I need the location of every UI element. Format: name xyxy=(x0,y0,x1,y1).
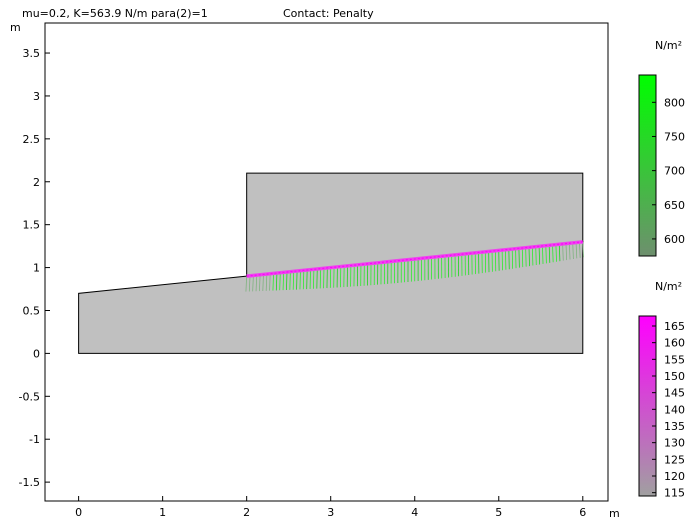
colorbar-tick-label: 165 xyxy=(664,320,685,333)
y-tick-label: 1 xyxy=(33,262,40,275)
colorbar-tick-label: 115 xyxy=(664,487,685,500)
plot-frame xyxy=(44,22,609,502)
pressure-arrow xyxy=(282,272,285,291)
colorbar-green: N/m² 800 750 700 650 600 xyxy=(638,39,685,257)
pressure-arrow xyxy=(269,273,271,291)
colorbar-tick-label: 600 xyxy=(664,233,685,246)
x-tick-label: 2 xyxy=(243,506,250,519)
colorbar-ramp xyxy=(638,315,657,497)
pressure-arrow xyxy=(259,274,261,292)
x-tick-label: 1 xyxy=(159,506,166,519)
pressure-arrow xyxy=(582,241,584,258)
y-tick-label: 3.5 xyxy=(23,47,41,60)
pressure-arrow xyxy=(248,275,251,292)
pressure-arrow xyxy=(545,245,547,264)
y-tick-label: 1.5 xyxy=(23,219,41,232)
pressure-arrow xyxy=(565,243,568,261)
pressure-arrow xyxy=(548,245,551,263)
y-tick-label: 3 xyxy=(33,90,40,103)
pressure-arrow xyxy=(528,247,530,267)
pressure-arrow xyxy=(531,246,534,266)
pressure-arrow xyxy=(542,245,544,264)
y-tick-label: 2.5 xyxy=(23,133,41,146)
contact-boundary-dashes xyxy=(246,241,583,277)
pressure-arrow xyxy=(252,275,254,292)
pressure-arrow xyxy=(535,246,537,266)
colorbar-tick-label: 160 xyxy=(664,337,685,350)
colorbar-tick-label: 135 xyxy=(664,420,685,433)
colorbar-magenta-unit: N/m² xyxy=(655,280,682,293)
x-tick-label: 0 xyxy=(75,506,82,519)
pressure-arrow xyxy=(568,243,571,260)
colorbar-tick-label: 750 xyxy=(664,130,685,143)
colorbar-tick-label: 650 xyxy=(664,199,685,212)
pressure-arrow xyxy=(575,242,578,259)
pressure-arrow xyxy=(275,273,278,291)
colorbar-tick-label: 145 xyxy=(664,387,685,400)
x-tick-label: 4 xyxy=(411,506,418,519)
y-tick-label: -1 xyxy=(29,433,40,446)
colorbar-tick-label: 130 xyxy=(664,437,685,450)
y-unit-label: m xyxy=(10,21,21,34)
y-tick-label: 0.5 xyxy=(23,304,41,317)
pressure-arrow xyxy=(262,274,264,291)
x-tick-label: 3 xyxy=(327,506,334,519)
pressure-arrow xyxy=(245,276,248,292)
pressure-arrow xyxy=(299,270,301,290)
y-tick-label: 2 xyxy=(33,176,40,189)
y-axis-ticks: 3.5 3 2.5 2 1.5 1 0.5 0 -0.5 -1 -1.5 xyxy=(19,47,50,489)
geometry-bodies xyxy=(78,172,584,354)
pressure-arrow xyxy=(558,244,561,262)
colorbar-magenta: N/m² 165 160 155 150 145 140 135 130 125 120 115 xyxy=(638,280,685,500)
colorbar-tick-label: 800 xyxy=(664,96,685,109)
x-axis-ticks: 0 1 2 3 4 5 6 xyxy=(75,496,586,519)
pressure-arrow xyxy=(562,243,564,261)
pressure-arrow xyxy=(572,242,574,259)
pressure-arrow xyxy=(292,271,295,290)
pressure-arrow xyxy=(579,242,581,258)
y-tick-label: -0.5 xyxy=(19,390,40,403)
pressure-arrows xyxy=(245,240,584,292)
colorbar-ramp xyxy=(638,74,657,257)
x-unit-label: m xyxy=(609,507,620,520)
x-tick-label: 6 xyxy=(579,506,586,519)
pressure-arrow xyxy=(279,272,281,291)
pressure-arrow xyxy=(255,275,258,292)
y-tick-label: -1.5 xyxy=(19,476,40,489)
pressure-arrow xyxy=(286,272,288,291)
colorbar-tick-label: 140 xyxy=(664,403,685,416)
y-tick-label: 0 xyxy=(33,347,40,360)
colorbar-tick-label: 700 xyxy=(664,165,685,178)
x-tick-label: 5 xyxy=(495,506,502,519)
colorbar-tick-label: 150 xyxy=(664,370,685,383)
pressure-arrow xyxy=(272,273,274,291)
colorbar-tick-label: 120 xyxy=(664,470,685,483)
pressure-arrow xyxy=(296,270,298,290)
colorbar-tick-label: 155 xyxy=(664,353,685,366)
pressure-arrow xyxy=(289,271,291,290)
colorbar-green-unit: N/m² xyxy=(655,39,682,52)
colorbar-tick-label: 125 xyxy=(664,453,685,466)
plot-title: mu=0.2, K=563.9 N/m para(2)=1 xyxy=(22,7,208,20)
pressure-arrow xyxy=(552,244,554,263)
pressure-arrow xyxy=(265,274,268,291)
pressure-arrow xyxy=(555,244,557,262)
plot-subtitle: Contact: Penalty xyxy=(283,7,374,20)
pressure-arrow xyxy=(538,246,541,265)
